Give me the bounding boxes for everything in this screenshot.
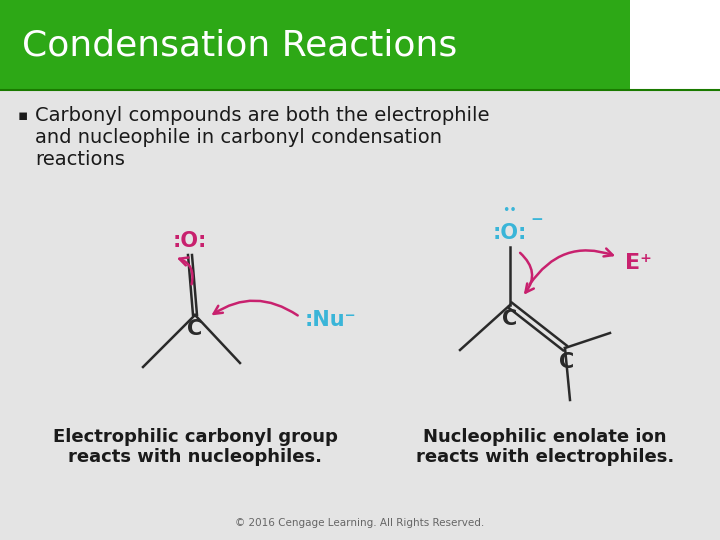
FancyArrowPatch shape xyxy=(520,253,534,293)
Text: © 2016 Cengage Learning. All Rights Reserved.: © 2016 Cengage Learning. All Rights Rese… xyxy=(235,518,485,528)
Text: :O:: :O: xyxy=(492,223,527,243)
Text: −: − xyxy=(530,212,543,227)
Text: Electrophilic carbonyl group: Electrophilic carbonyl group xyxy=(53,428,338,446)
Text: ••: •• xyxy=(502,204,517,217)
Text: and nucleophile in carbonyl condensation: and nucleophile in carbonyl condensation xyxy=(35,128,442,147)
Text: E⁺: E⁺ xyxy=(625,253,652,273)
Text: reacts with electrophiles.: reacts with electrophiles. xyxy=(416,448,674,466)
Text: C: C xyxy=(503,309,518,329)
Text: Condensation Reactions: Condensation Reactions xyxy=(22,28,457,62)
Text: ▪: ▪ xyxy=(18,108,28,123)
Text: reactions: reactions xyxy=(35,150,125,169)
Text: :O:: :O: xyxy=(173,231,207,251)
Text: C: C xyxy=(559,352,575,372)
Text: reacts with nucleophiles.: reacts with nucleophiles. xyxy=(68,448,322,466)
FancyArrowPatch shape xyxy=(179,258,192,284)
Text: C: C xyxy=(187,319,202,339)
FancyArrowPatch shape xyxy=(214,301,297,315)
Text: Nucleophilic enolate ion: Nucleophilic enolate ion xyxy=(423,428,667,446)
Text: :Nu⁻: :Nu⁻ xyxy=(305,310,356,330)
FancyBboxPatch shape xyxy=(630,0,720,90)
Text: Carbonyl compounds are both the electrophile: Carbonyl compounds are both the electrop… xyxy=(35,106,490,125)
FancyArrowPatch shape xyxy=(529,248,613,285)
FancyBboxPatch shape xyxy=(0,0,630,90)
